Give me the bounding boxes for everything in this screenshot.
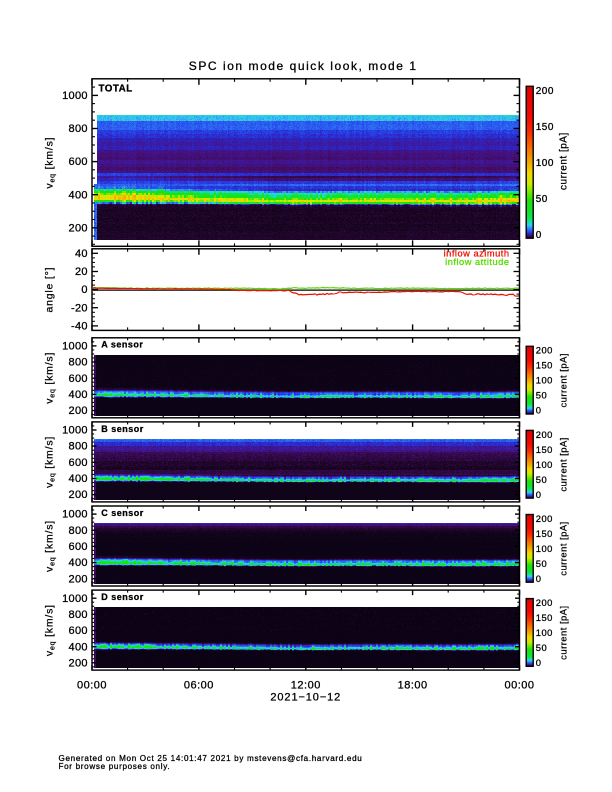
svg-text:600: 600	[69, 625, 88, 637]
svg-text:00:00: 00:00	[77, 679, 107, 691]
svg-text:TOTAL: TOTAL	[99, 83, 133, 94]
svg-text:inflow azimuth: inflow azimuth	[444, 248, 510, 258]
svg-text:200: 200	[69, 657, 88, 669]
svg-text:A sensor: A sensor	[101, 340, 143, 350]
svg-text:800: 800	[69, 123, 88, 135]
svg-text:400: 400	[69, 473, 88, 485]
svg-text:200: 200	[69, 405, 88, 417]
svg-text:0: 0	[81, 284, 87, 296]
svg-text:1000: 1000	[62, 341, 88, 353]
svg-text:00:00: 00:00	[504, 679, 534, 691]
svg-text:150: 150	[536, 612, 553, 623]
svg-text:150: 150	[536, 528, 553, 539]
svg-text:200: 200	[69, 222, 88, 234]
svg-text:2021−10−12: 2021−10−12	[270, 692, 341, 704]
svg-text:current [pA]: current [pA]	[558, 437, 569, 491]
svg-text:0: 0	[536, 573, 542, 584]
svg-text:20: 20	[75, 266, 88, 278]
svg-text:0: 0	[536, 657, 542, 668]
svg-text:150: 150	[536, 360, 553, 371]
svg-text:400: 400	[69, 641, 88, 653]
svg-text:Generated on Mon Oct 25 14:01:: Generated on Mon Oct 25 14:01:47 2021 by…	[59, 754, 363, 763]
svg-text:800: 800	[69, 441, 88, 453]
svg-text:600: 600	[69, 373, 88, 385]
svg-text:400: 400	[69, 557, 88, 569]
svg-text:600: 600	[69, 457, 88, 469]
svg-text:100: 100	[536, 375, 553, 386]
svg-text:C sensor: C sensor	[101, 508, 144, 518]
svg-text:veq [km/s]: veq [km/s]	[44, 436, 57, 488]
svg-text:1000: 1000	[62, 509, 88, 521]
svg-text:current [pA]: current [pA]	[558, 521, 569, 575]
svg-text:veq [km/s]: veq [km/s]	[44, 352, 57, 404]
svg-text:-40: -40	[71, 321, 88, 333]
svg-text:200: 200	[536, 513, 553, 524]
svg-text:50: 50	[536, 642, 547, 653]
svg-text:current [pA]: current [pA]	[558, 605, 569, 659]
svg-text:150: 150	[536, 122, 554, 133]
svg-text:SPC ion mode quick look, mode: SPC ion mode quick look, mode 1	[189, 59, 418, 73]
svg-text:current [pA]: current [pA]	[558, 353, 569, 407]
svg-text:50: 50	[536, 474, 547, 485]
svg-text:200: 200	[536, 345, 553, 356]
svg-text:-20: -20	[71, 302, 88, 314]
svg-text:200: 200	[69, 489, 88, 501]
svg-text:100: 100	[536, 158, 554, 169]
svg-text:100: 100	[536, 459, 553, 470]
svg-text:200: 200	[536, 597, 553, 608]
svg-text:800: 800	[69, 525, 88, 537]
svg-text:B sensor: B sensor	[101, 424, 144, 434]
svg-text:1000: 1000	[62, 90, 88, 102]
svg-text:600: 600	[69, 541, 88, 553]
svg-text:40: 40	[75, 248, 88, 260]
svg-text:150: 150	[536, 444, 553, 455]
svg-text:veq [km/s]: veq [km/s]	[44, 520, 57, 572]
svg-text:12:00: 12:00	[291, 679, 321, 691]
svg-text:1000: 1000	[62, 593, 88, 605]
svg-text:800: 800	[69, 357, 88, 369]
svg-text:100: 100	[536, 627, 553, 638]
svg-text:veq [km/s]: veq [km/s]	[44, 604, 57, 656]
svg-text:200: 200	[536, 86, 554, 97]
svg-text:800: 800	[69, 609, 88, 621]
svg-text:400: 400	[69, 189, 88, 201]
svg-text:1000: 1000	[62, 425, 88, 437]
svg-text:current [pA]: current [pA]	[559, 132, 570, 190]
svg-text:0: 0	[536, 230, 542, 241]
svg-text:angle [°]: angle [°]	[44, 267, 56, 313]
svg-text:0: 0	[536, 405, 542, 416]
svg-text:400: 400	[69, 389, 88, 401]
svg-text:50: 50	[536, 558, 547, 569]
svg-text:600: 600	[69, 156, 88, 168]
svg-text:inflow attitude: inflow attitude	[445, 257, 509, 267]
svg-text:18:00: 18:00	[398, 679, 428, 691]
svg-text:50: 50	[536, 390, 547, 401]
svg-text:200: 200	[536, 429, 553, 440]
svg-text:veq [km/s]: veq [km/s]	[44, 137, 57, 189]
svg-text:0: 0	[536, 489, 542, 500]
svg-text:50: 50	[536, 194, 548, 205]
svg-text:200: 200	[69, 573, 88, 585]
svg-text:For browse purposes only.: For browse purposes only.	[59, 762, 171, 771]
svg-text:06:00: 06:00	[184, 679, 214, 691]
svg-text:D sensor: D sensor	[101, 592, 144, 602]
svg-text:100: 100	[536, 543, 553, 554]
